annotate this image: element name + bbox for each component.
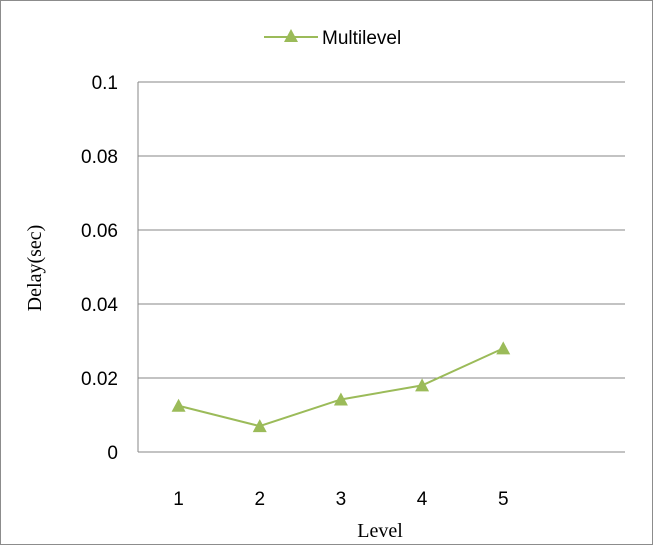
series: [171, 341, 511, 433]
x-tick-label: 4: [417, 489, 428, 510]
data-point: [171, 398, 186, 412]
data-point: [333, 392, 348, 406]
x-axis-title: Level: [357, 520, 403, 542]
legend-marker-triangle: [284, 29, 298, 42]
data-point: [496, 341, 511, 355]
y-tick-labels: 0 0.02 0.04 0.06 0.08 0.1: [81, 73, 118, 464]
legend-label: Multilevel: [322, 28, 401, 49]
series-line: [178, 347, 504, 428]
y-tick-label: 0: [107, 443, 118, 464]
x-tick-label: 2: [254, 489, 265, 510]
data-point: [252, 419, 267, 433]
y-tick-label: 0.04: [81, 295, 118, 316]
gridlines: [138, 81, 625, 379]
y-tick-label: 0.08: [81, 147, 118, 168]
x-tick-label: 3: [336, 489, 347, 510]
axes: [137, 82, 625, 453]
y-axis-title: Delay(sec): [24, 225, 46, 312]
y-tick-label: 0.06: [81, 221, 118, 242]
legend: Multilevel: [264, 28, 401, 49]
y-tick-label: 0.1: [92, 73, 118, 94]
x-tick-label: 5: [498, 489, 509, 510]
x-tick-label: 1: [173, 489, 184, 510]
data-point: [415, 378, 430, 392]
x-tick-labels: 1 2 3 4 5: [173, 489, 508, 510]
y-tick-label: 0.02: [81, 369, 118, 390]
